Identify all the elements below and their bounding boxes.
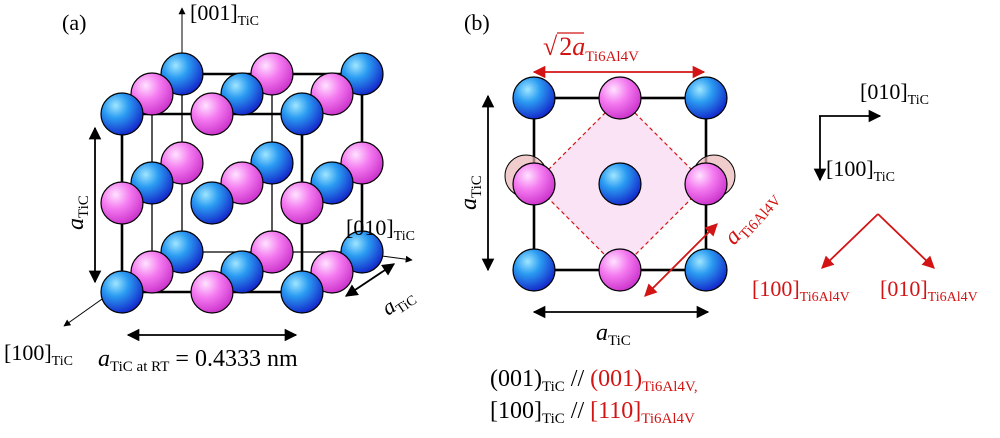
titanium-atom — [190, 270, 234, 314]
dim-ti6al4v-diag-label: aTi6Al4V — [719, 184, 785, 252]
panel-a: (a) [001]TiC — [4, 0, 420, 375]
carbon-atom — [512, 248, 556, 292]
panel-b: (b) √2aTi6Al4V aTiC aTiC aTi6Al4V [010]T… — [456, 10, 978, 427]
dim-tic-bottom-label: aTiC — [596, 320, 631, 349]
dir-100-label: [100]TiC — [826, 156, 895, 185]
carbon-atom — [130, 161, 174, 205]
carbon-atom — [190, 181, 234, 225]
carbon-atom — [160, 230, 204, 274]
dim-left-label: aTiC — [63, 195, 92, 230]
panel-a-label: (a) — [62, 10, 86, 35]
dir-010-label: [010]TiC — [860, 79, 929, 108]
orientation-relation-direction: [100]TiC // [110]Ti6Al4V — [490, 398, 695, 427]
titanium-atom — [684, 162, 728, 206]
axis-010-label: [010]TiC — [346, 215, 415, 244]
carbon-atom — [684, 76, 728, 120]
titanium-atom — [598, 248, 642, 292]
titanium-atom — [250, 52, 294, 96]
dim-sqrt2-label: √2aTi6Al4V — [543, 32, 639, 65]
titanium-atom — [512, 162, 556, 206]
titanium-atom — [280, 181, 324, 225]
carbon-atom — [250, 141, 294, 185]
axis-100-label: [100]TiC — [4, 340, 73, 369]
titanium-atom — [310, 72, 354, 116]
titanium-atom — [250, 230, 294, 274]
titanium-atom — [598, 76, 642, 120]
carbon-atom — [100, 92, 144, 136]
red-dir-010-arrow — [877, 213, 935, 269]
carbon-atom — [310, 161, 354, 205]
titanium-atom — [190, 92, 234, 136]
titanium-atom — [340, 141, 384, 185]
carbon-atom — [160, 52, 204, 96]
titanium-atom — [100, 181, 144, 225]
red-dir-010-label: [010]Ti6Al4V — [880, 276, 978, 305]
carbon-atom — [340, 52, 384, 96]
dim-depth-arrow — [344, 263, 396, 297]
plan-atoms — [504, 76, 736, 292]
red-dir-100-label: [100]Ti6Al4V — [752, 276, 850, 305]
cube-atoms — [100, 52, 384, 314]
panel-b-label: (b) — [464, 10, 490, 35]
carbon-atom — [684, 248, 728, 292]
axis-001-label: [001]TiC — [190, 0, 259, 29]
carbon-atom — [280, 92, 324, 136]
dim-tic-left-label: aTiC — [456, 175, 485, 210]
carbon-atom — [280, 270, 324, 314]
red-dir-100-arrow — [821, 213, 879, 269]
dim-ti6al4v-diag-arrow — [644, 223, 718, 297]
titanium-atom — [160, 141, 204, 185]
lattice-parameter-label: aTiC at RT = 0.4333 nm — [98, 346, 298, 375]
dim-depth-label: aTiC — [377, 281, 420, 323]
carbon-atom — [100, 270, 144, 314]
titanium-atom — [130, 72, 174, 116]
carbon-atom — [220, 250, 264, 294]
carbon-atom — [598, 162, 642, 206]
orientation-relation-plane: (001)TiC // (001)Ti6Al4V, — [490, 366, 698, 395]
carbon-atom — [512, 76, 556, 120]
titanium-atom — [220, 161, 264, 205]
titanium-atom — [130, 250, 174, 294]
carbon-atom — [220, 72, 264, 116]
